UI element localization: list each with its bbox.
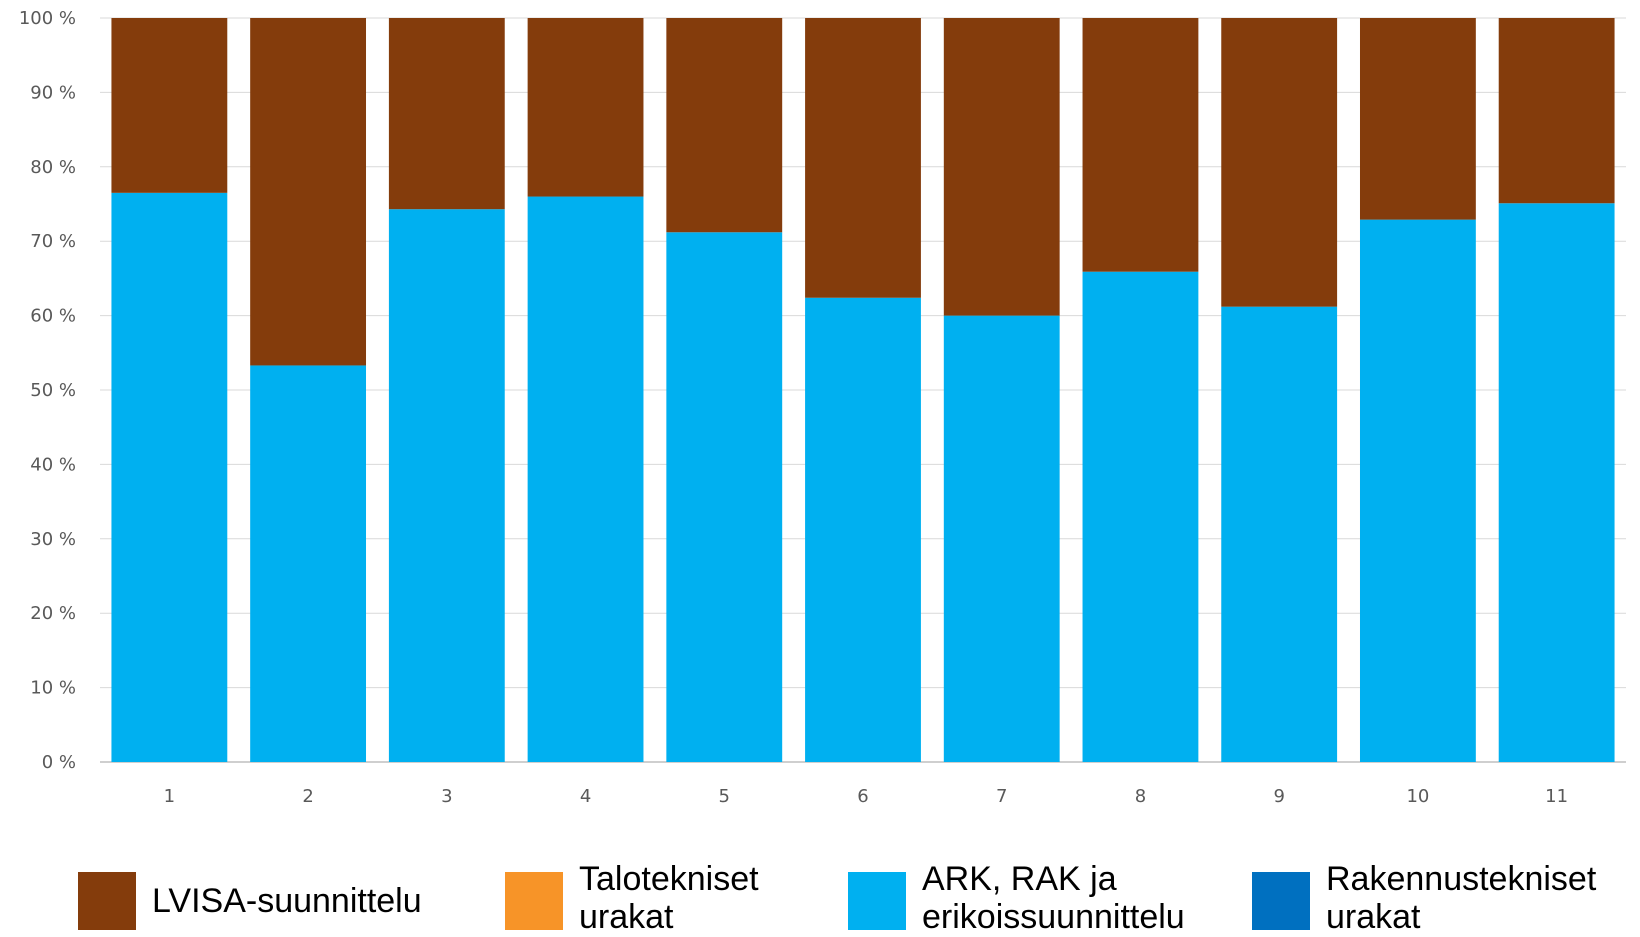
- x-tick-label: 6: [857, 786, 868, 807]
- y-axis-ticks: 0 % 10 % 20 % 30 % 40 % 50 % 60 % 70 % 80 % 90 % 1…: [19, 8, 76, 773]
- legend-swatch-rakennustekniset: [1252, 872, 1310, 930]
- y-tick-label: 80 %: [30, 157, 76, 178]
- bar-segment-ark-rak-8: [1082, 271, 1199, 762]
- y-tick-label: 0 %: [42, 752, 76, 773]
- bar-segment-lvisa-9: [1221, 18, 1338, 307]
- y-tick-label: 30 %: [30, 529, 76, 550]
- bars: [111, 18, 1615, 763]
- bar-segment-lvisa-10: [1359, 18, 1476, 220]
- stacked-bar-chart: 0 % 10 % 20 % 30 % 40 % 50 % 60 % 70 % 80 % 90 % 1…: [19, 8, 1626, 807]
- legend-item-ark-rak: ARK, RAK ja erikoissuunnittelu: [848, 860, 1222, 936]
- bar-segment-lvisa-11: [1498, 18, 1615, 204]
- bar-segment-lvisa-8: [1082, 18, 1199, 272]
- bar-segment-ark-rak-5: [666, 232, 783, 763]
- legend-swatch-talotekniset: [505, 872, 563, 930]
- legend: LVISA-suunnittelu Talotekniset urakat AR…: [0, 860, 1640, 937]
- x-tick-label: 9: [1273, 786, 1284, 807]
- bar-segment-ark-rak-6: [805, 297, 921, 762]
- x-tick-label: 7: [996, 786, 1007, 807]
- legend-item-lvisa: LVISA-suunnittelu: [78, 860, 452, 930]
- bar-segment-ark-rak-1: [111, 192, 228, 763]
- bar-segment-ark-rak-11: [1498, 203, 1615, 763]
- x-tick-label: 4: [580, 786, 591, 807]
- x-tick-label: 11: [1545, 786, 1568, 807]
- y-tick-label: 90 %: [30, 82, 76, 103]
- y-tick-label: 20 %: [30, 603, 76, 624]
- legend-label-rakennustekniset: Rakennustekniset urakat: [1326, 860, 1597, 936]
- x-tick-label: 5: [719, 786, 730, 807]
- bar-segment-lvisa-4: [527, 18, 644, 197]
- bar-segment-lvisa-2: [250, 18, 367, 366]
- bar-segment-lvisa-5: [666, 18, 783, 233]
- y-tick-label: 40 %: [30, 454, 76, 475]
- x-tick-label: 10: [1406, 786, 1429, 807]
- x-tick-label: 2: [302, 786, 313, 807]
- bar-segment-lvisa-3: [388, 18, 505, 210]
- bar-segment-lvisa-1: [111, 18, 228, 193]
- y-tick-label: 100 %: [19, 8, 76, 29]
- y-tick-label: 10 %: [30, 678, 76, 699]
- bar-segment-ark-rak-10: [1359, 219, 1476, 762]
- bar-segment-ark-rak-3: [388, 209, 505, 762]
- y-tick-label: 60 %: [30, 306, 76, 327]
- bar-segment-ark-rak-9: [1221, 306, 1338, 762]
- bar-segment-lvisa-6: [805, 18, 921, 298]
- bar-segment-ark-rak-2: [250, 365, 367, 762]
- legend-item-talotekniset: Talotekniset urakat: [505, 860, 789, 936]
- legend-label-talotekniset: Talotekniset urakat: [579, 860, 759, 936]
- legend-swatch-ark-rak: [848, 872, 906, 930]
- y-tick-label: 70 %: [30, 231, 76, 252]
- legend-label-lvisa: LVISA-suunnittelu: [152, 882, 422, 920]
- bar-segment-ark-rak-4: [527, 196, 644, 762]
- legend-item-rakennustekniset: Rakennustekniset urakat: [1252, 860, 1626, 936]
- legend-label-ark-rak: ARK, RAK ja erikoissuunnittelu: [922, 860, 1185, 936]
- x-axis-ticks: 1 2 3 4 5 6 7 8 9 10 11: [164, 786, 1568, 807]
- bar-segment-ark-rak-7: [943, 315, 1060, 762]
- x-tick-label: 8: [1135, 786, 1146, 807]
- x-tick-label: 1: [164, 786, 175, 807]
- bar-segment-lvisa-7: [943, 18, 1060, 316]
- legend-swatch-lvisa: [78, 872, 136, 930]
- x-tick-label: 3: [441, 786, 452, 807]
- y-tick-label: 50 %: [30, 380, 76, 401]
